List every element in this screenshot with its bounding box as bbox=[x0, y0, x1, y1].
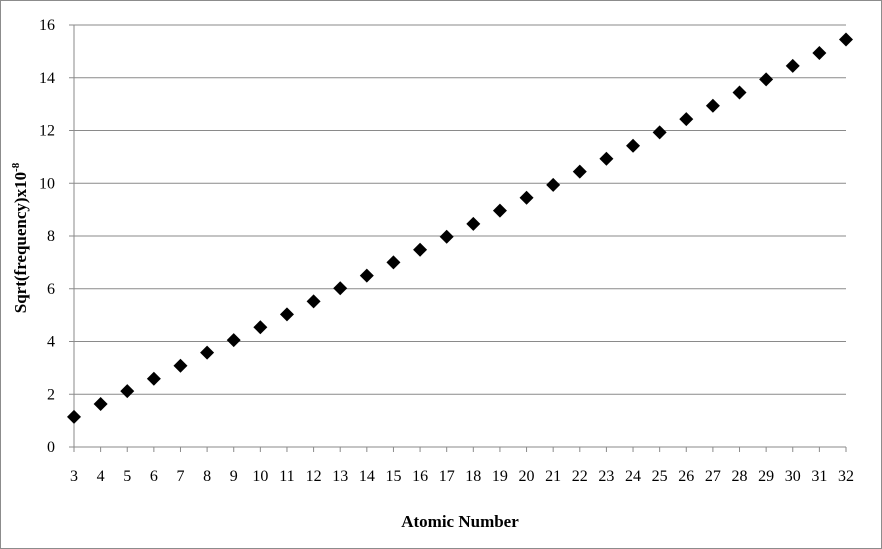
data-point bbox=[652, 125, 667, 140]
x-tick-label: 20 bbox=[519, 468, 535, 485]
data-point bbox=[439, 229, 454, 244]
data-point bbox=[759, 72, 774, 87]
data-point bbox=[253, 320, 268, 335]
data-point bbox=[67, 409, 81, 424]
y-axis-title: Sqrt(frequency)x10-8 bbox=[10, 162, 30, 313]
x-tick-label: 28 bbox=[732, 468, 748, 485]
y-axis-title-main: Sqrt(frequency)x10 bbox=[11, 172, 30, 313]
x-tick-label: 7 bbox=[176, 468, 184, 485]
data-point bbox=[599, 151, 614, 166]
data-point bbox=[785, 58, 800, 73]
data-point bbox=[120, 384, 135, 399]
x-tick-label: 10 bbox=[252, 468, 268, 485]
y-tick-label: 0 bbox=[47, 439, 55, 456]
x-tick-label: 11 bbox=[279, 468, 294, 485]
x-tick-label: 14 bbox=[359, 468, 375, 485]
x-tick-label: 5 bbox=[123, 468, 131, 485]
data-point bbox=[812, 45, 827, 60]
data-point bbox=[705, 98, 720, 113]
y-tick-label: 16 bbox=[39, 17, 55, 34]
y-tick-label: 2 bbox=[47, 386, 55, 403]
data-point bbox=[173, 358, 188, 373]
data-point bbox=[679, 112, 694, 127]
y-tick-label: 14 bbox=[39, 70, 55, 87]
y-tick-label: 8 bbox=[47, 228, 55, 245]
x-tick-label: 21 bbox=[545, 468, 561, 485]
data-point bbox=[572, 164, 587, 179]
x-tick-label: 32 bbox=[838, 468, 854, 485]
data-point bbox=[359, 268, 374, 283]
y-axis-title-superscript: -8 bbox=[10, 162, 22, 172]
data-point bbox=[200, 345, 215, 360]
data-point bbox=[839, 32, 853, 47]
x-tick-labels: 3 4 5 6 7 8 9 10 11 12 13 14 15 16 17 18 19 20 21 22 23 24 25 2… bbox=[70, 468, 854, 485]
x-tick-label: 31 bbox=[811, 468, 827, 485]
x-tick-label: 30 bbox=[785, 468, 801, 485]
data-point bbox=[306, 294, 321, 309]
gridlines bbox=[74, 24, 846, 395]
data-point bbox=[626, 138, 641, 153]
data-point bbox=[519, 190, 534, 205]
y-tick-label: 4 bbox=[47, 334, 55, 351]
data-point bbox=[279, 307, 294, 322]
x-tick-label: 23 bbox=[598, 468, 614, 485]
x-tick-label: 3 bbox=[70, 468, 78, 485]
x-tick-label: 26 bbox=[678, 468, 694, 485]
x-tick-label: 4 bbox=[97, 468, 105, 485]
x-tick-label: 8 bbox=[203, 468, 211, 485]
data-points bbox=[67, 32, 853, 424]
data-point bbox=[386, 255, 401, 270]
axes bbox=[69, 24, 847, 452]
data-point bbox=[492, 203, 507, 218]
data-point bbox=[732, 85, 747, 100]
x-tick-label: 25 bbox=[652, 468, 668, 485]
x-tick-label: 22 bbox=[572, 468, 588, 485]
data-point bbox=[466, 216, 481, 231]
x-tick-label: 24 bbox=[625, 468, 641, 485]
data-point bbox=[333, 281, 348, 296]
x-tick-label: 12 bbox=[306, 468, 322, 485]
data-point bbox=[413, 242, 428, 257]
data-point bbox=[146, 371, 161, 386]
x-tick-label: 18 bbox=[465, 468, 481, 485]
x-tick-label: 9 bbox=[230, 468, 238, 485]
data-point bbox=[93, 397, 108, 412]
y-tick-label: 6 bbox=[47, 281, 55, 298]
x-tick-label: 13 bbox=[332, 468, 348, 485]
data-point bbox=[546, 177, 561, 192]
x-axis-title: Atomic Number bbox=[401, 512, 519, 531]
y-tick-labels: 0 2 4 6 8 10 12 14 16 bbox=[39, 17, 55, 456]
y-tick-label: 10 bbox=[39, 175, 55, 192]
data-point bbox=[226, 333, 241, 348]
x-tick-label: 19 bbox=[492, 468, 508, 485]
x-tick-label: 27 bbox=[705, 468, 721, 485]
x-tick-label: 29 bbox=[758, 468, 774, 485]
y-tick-label: 12 bbox=[39, 123, 55, 140]
x-tick-label: 6 bbox=[150, 468, 158, 485]
x-tick-label: 16 bbox=[412, 468, 428, 485]
x-tick-label: 15 bbox=[385, 468, 401, 485]
x-tick-label: 17 bbox=[439, 468, 455, 485]
